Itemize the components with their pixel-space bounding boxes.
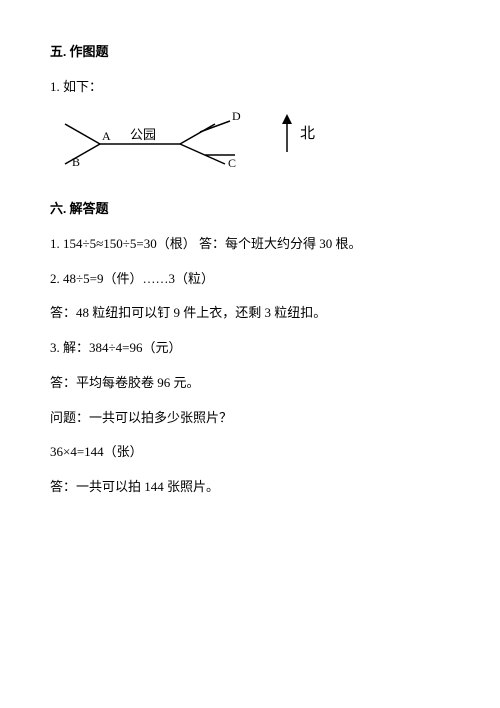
drawing-diagram: A B D C 公园 北 (50, 109, 450, 179)
answer-line: 答：48 粒纽扣可以钉 9 件上衣，还剩 3 粒纽扣。 (50, 301, 450, 326)
compass-label: 北 (300, 120, 315, 149)
section5-title: 五. 作图题 (50, 40, 450, 65)
section6-answers: 1. 154÷5≈150÷5=30（根） 答：每个班大约分得 30 根。 2. … (50, 232, 450, 500)
answer-line: 答：平均每卷胶卷 96 元。 (50, 371, 450, 396)
diagram-label-a: A (102, 129, 111, 143)
answer-line: 2. 48÷5=9（件）……3（粒） (50, 267, 450, 292)
north-arrow-icon (280, 114, 294, 154)
answer-line: 3. 解：384÷4=96（元） (50, 336, 450, 361)
section5-item1-prefix: 1. 如下： (50, 75, 450, 100)
diagram-label-d: D (232, 109, 241, 123)
answer-line: 问题：一共可以拍多少张照片？ (50, 406, 450, 431)
compass-indicator: 北 (280, 114, 315, 154)
diagram-label-park: 公园 (130, 127, 156, 142)
page-content: 五. 作图题 1. 如下： A B D C 公园 (0, 0, 500, 550)
park-diagram-svg: A B D C 公园 (50, 109, 270, 179)
diagram-label-c: C (228, 156, 236, 170)
section6-title: 六. 解答题 (50, 197, 450, 222)
answer-line: 1. 154÷5≈150÷5=30（根） 答：每个班大约分得 30 根。 (50, 232, 450, 257)
diagram-label-b: B (72, 155, 80, 169)
answer-line: 答：一共可以拍 144 张照片。 (50, 475, 450, 500)
answer-line: 36×4=144（张） (50, 440, 450, 465)
